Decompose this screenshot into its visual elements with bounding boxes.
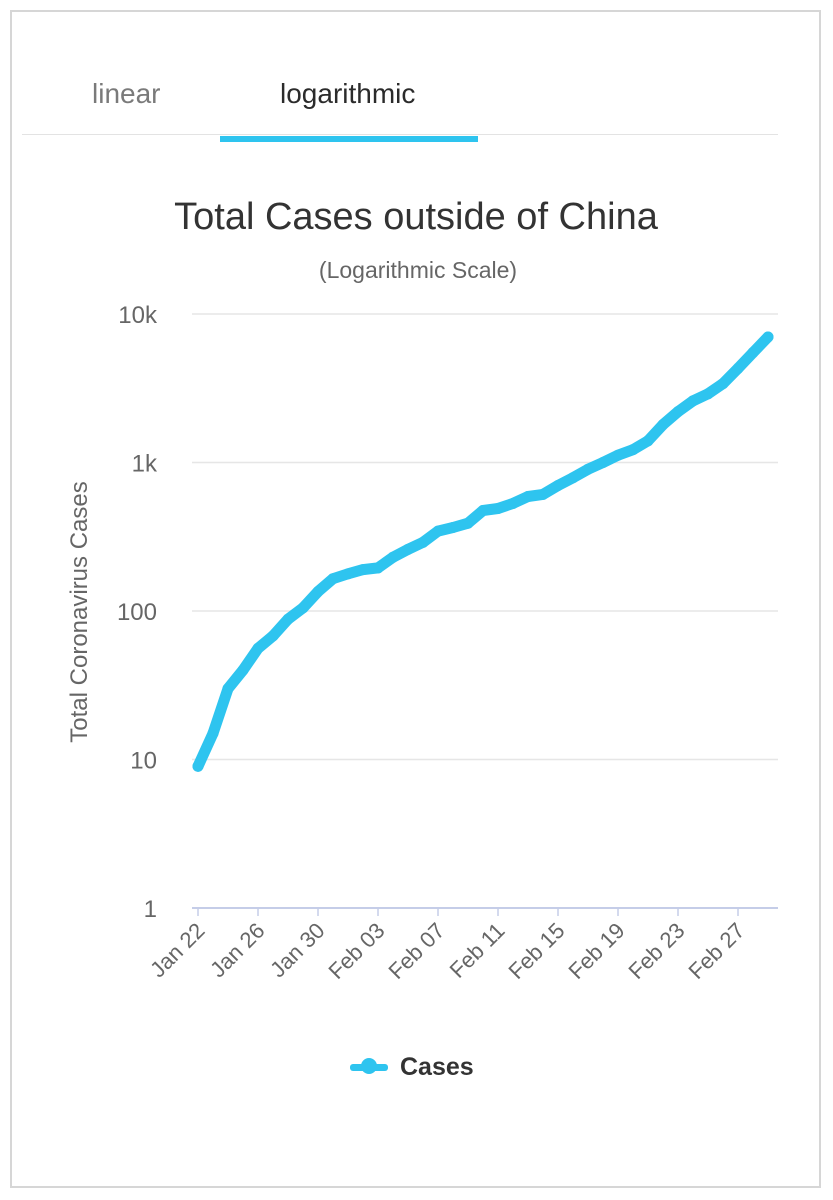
- legend-item-cases[interactable]: Cases: [350, 1050, 474, 1084]
- data-point[interactable]: [507, 497, 519, 509]
- data-point[interactable]: [477, 505, 489, 517]
- data-point[interactable]: [597, 457, 609, 468]
- active-tab-indicator: [220, 136, 478, 142]
- x-tick-label: Feb 11: [445, 918, 510, 983]
- y-tick-label: 10k: [118, 302, 158, 329]
- data-point[interactable]: [192, 760, 204, 772]
- x-tick-label: Feb 15: [503, 918, 569, 984]
- data-point[interactable]: [252, 642, 264, 654]
- data-point[interactable]: [237, 664, 249, 676]
- data-point[interactable]: [207, 727, 219, 739]
- chart-title: Total Cases outside of China: [174, 196, 659, 238]
- series-line-cases[interactable]: [192, 331, 774, 772]
- y-tick-label: 100: [117, 599, 157, 626]
- data-point[interactable]: [357, 564, 369, 576]
- data-point[interactable]: [387, 551, 399, 563]
- y-tick-label: 1k: [132, 451, 158, 478]
- data-point[interactable]: [747, 347, 759, 359]
- data-point[interactable]: [732, 362, 744, 374]
- data-point[interactable]: [627, 444, 639, 456]
- data-point[interactable]: [282, 613, 294, 625]
- y-tick-labels: 1 10 100 1k 10k: [117, 302, 158, 923]
- data-point[interactable]: [702, 388, 714, 400]
- data-point[interactable]: [492, 503, 504, 515]
- y-tick-label: 1: [144, 896, 157, 923]
- data-point[interactable]: [342, 568, 354, 580]
- legend-label: Cases: [400, 1052, 474, 1081]
- data-point[interactable]: [402, 543, 414, 555]
- y-tick-label: 10: [130, 748, 157, 775]
- data-point[interactable]: [762, 331, 774, 343]
- tab-divider: [22, 134, 778, 135]
- data-point[interactable]: [537, 488, 549, 500]
- data-point[interactable]: [447, 521, 459, 533]
- y-axis-label: Total Coronavirus Cases: [66, 481, 93, 742]
- data-point[interactable]: [567, 472, 579, 484]
- chart-subtitle: (Logarithmic Scale): [319, 257, 517, 283]
- data-point[interactable]: [552, 480, 564, 492]
- series-cases[interactable]: [192, 331, 774, 772]
- x-tick-label: Jan 22: [145, 918, 209, 982]
- data-point[interactable]: [657, 419, 669, 431]
- x-tick-label: Feb 07: [383, 918, 449, 984]
- data-point[interactable]: [267, 630, 279, 642]
- scale-tabs: linear logarithmic: [22, 60, 778, 142]
- data-point[interactable]: [522, 491, 534, 503]
- legend-swatch-dot: [361, 1058, 377, 1074]
- tab-linear[interactable]: linear: [92, 78, 161, 109]
- x-tick-label: Feb 03: [323, 918, 389, 984]
- x-tick-label: Jan 26: [205, 918, 269, 982]
- data-point[interactable]: [372, 562, 384, 574]
- x-tick-label: Jan 30: [265, 918, 329, 982]
- data-point[interactable]: [297, 602, 309, 614]
- data-point[interactable]: [462, 517, 474, 529]
- data-point[interactable]: [312, 586, 324, 598]
- data-point[interactable]: [642, 435, 654, 447]
- data-point[interactable]: [582, 463, 594, 475]
- data-point[interactable]: [687, 395, 699, 407]
- tab-logarithmic[interactable]: logarithmic: [280, 78, 416, 109]
- data-point[interactable]: [612, 449, 624, 461]
- data-point[interactable]: [717, 378, 729, 390]
- data-point[interactable]: [327, 573, 339, 585]
- data-point[interactable]: [432, 525, 444, 537]
- chart-card: [10, 10, 821, 1188]
- data-point[interactable]: [417, 536, 429, 548]
- legend-swatch: [350, 1058, 388, 1074]
- x-tick-label: Feb 23: [623, 918, 689, 984]
- x-tick-label: Feb 19: [563, 918, 629, 984]
- grid-lines: [192, 313, 778, 909]
- data-point[interactable]: [672, 406, 684, 418]
- data-point[interactable]: [222, 683, 234, 695]
- x-tick-label: Feb 27: [683, 918, 749, 984]
